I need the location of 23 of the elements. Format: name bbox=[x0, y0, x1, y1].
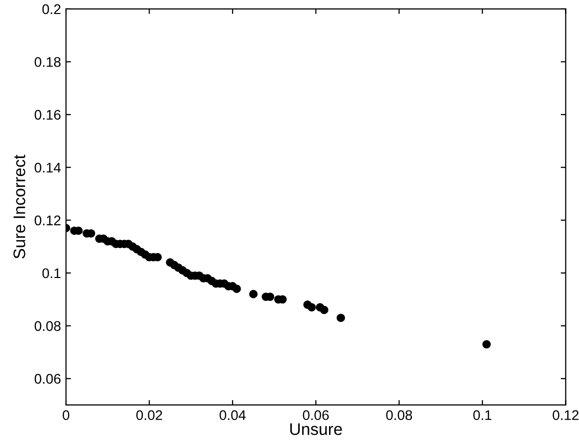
point bbox=[232, 284, 241, 293]
point bbox=[320, 306, 328, 314]
y-tick-label: 0.18 bbox=[34, 57, 61, 67]
x-tick-label: 0.08 bbox=[386, 410, 412, 420]
y-tick-label: 0.1 bbox=[42, 268, 60, 278]
x-tick-label: 0.12 bbox=[552, 410, 579, 420]
point bbox=[336, 314, 345, 322]
x-tick-label: 0.06 bbox=[302, 410, 329, 420]
point bbox=[308, 303, 316, 312]
x-tick-label: 0.02 bbox=[136, 410, 162, 420]
x-tick-label: 0.1 bbox=[473, 410, 492, 420]
point bbox=[482, 340, 491, 348]
x-tick-label: 0.04 bbox=[220, 410, 246, 420]
x-tick-label: 0 bbox=[62, 410, 70, 420]
y-tick-label: 0.16 bbox=[34, 110, 61, 120]
y-tick-label: 0.2 bbox=[42, 4, 60, 14]
y-tick-label: 0.06 bbox=[34, 374, 61, 384]
y-tick-label: 0.14 bbox=[34, 162, 61, 173]
y-tick-label: 0.12 bbox=[34, 216, 60, 226]
y-tick-label: 0.08 bbox=[34, 321, 61, 331]
x-axis-title: Unsure bbox=[290, 423, 342, 436]
y-axis-title: Sure Incorrect bbox=[13, 154, 26, 259]
point bbox=[249, 290, 258, 298]
